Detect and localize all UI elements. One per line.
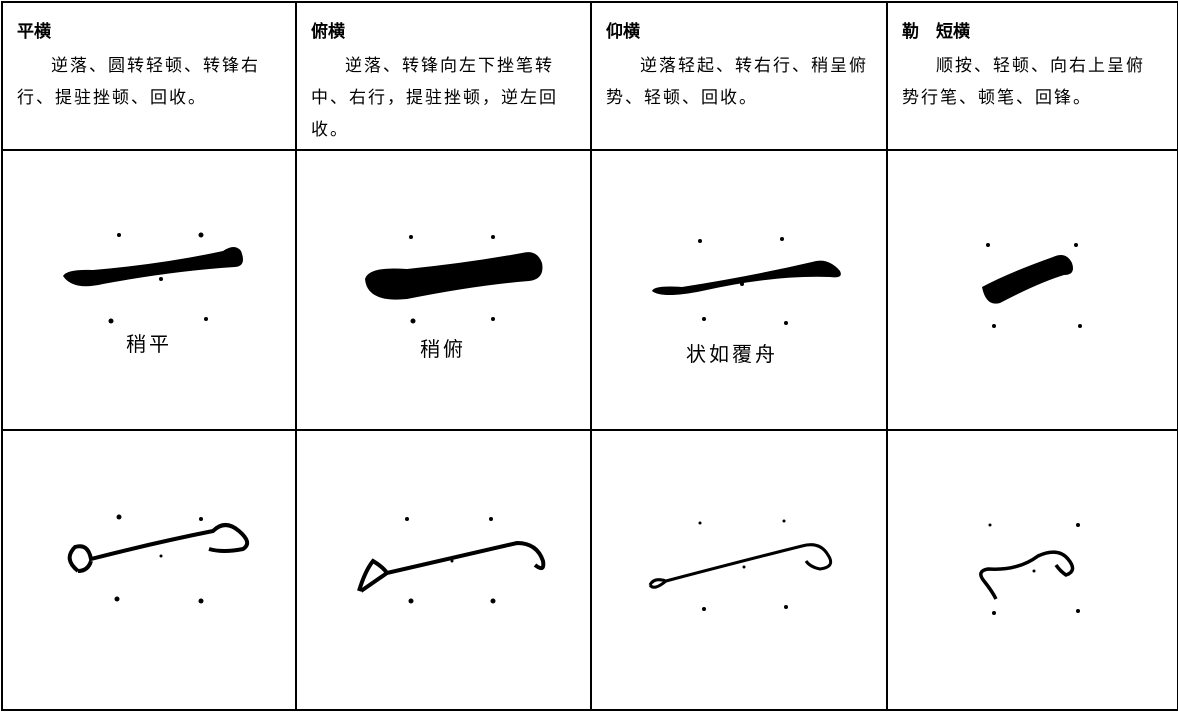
description: 逆落、圆转轻顿、转锋右行、提驻挫顿、回收。 — [17, 56, 260, 108]
description: 逆落、转锋向左下挫笔转中、右行，提驻挫顿，逆左回收。 — [311, 56, 558, 140]
stroke-image — [648, 519, 833, 611]
title: 平横 — [17, 22, 51, 42]
stroke-image: 稍俯 — [365, 235, 543, 361]
stroke-cell: 状如覆舟 — [590, 149, 888, 431]
title: 仰横 — [606, 22, 640, 42]
description: 顺按、轻顿、向右上呈俯势行笔、顿笔、回锋。 — [902, 56, 1145, 108]
header-cell: 平横逆落、圆转轻顿、转锋右行、提驻挫顿、回收。 — [1, 1, 297, 151]
caption: 稍平 — [126, 332, 172, 356]
header-cell: 仰横逆落轻起、转右行、稍呈俯势、轻顿、回收。 — [590, 1, 888, 151]
stroke-image: 状如覆舟 — [652, 237, 841, 366]
description: 逆落轻起、转右行、稍呈俯势、轻顿、回收。 — [606, 56, 868, 108]
stroke-cell — [886, 429, 1178, 711]
stroke-image — [979, 523, 1080, 615]
header-cell: 勒 短横顺按、轻顿、向右上呈俯势行笔、顿笔、回锋。 — [886, 1, 1178, 151]
stroke-cell: 稍平 — [1, 149, 297, 431]
stroke-cell — [590, 429, 888, 711]
stroke-cell — [295, 429, 592, 711]
stroke-cell — [886, 149, 1178, 431]
stroke-image — [357, 517, 546, 604]
stroke-cell: 稍俯 — [295, 149, 592, 431]
stroke-image: 稍平 — [63, 232, 243, 356]
header-cell: 俯横逆落、转锋向左下挫笔转中、右行，提驻挫顿，逆左回收。 — [295, 1, 592, 151]
stroke-image — [982, 243, 1082, 328]
caption: 状如覆舟 — [686, 342, 778, 366]
stroke-image — [67, 514, 250, 604]
title: 俯横 — [311, 22, 345, 42]
title: 勒 短横 — [902, 22, 970, 42]
caption: 稍俯 — [420, 337, 466, 361]
stroke-cell — [1, 429, 297, 711]
